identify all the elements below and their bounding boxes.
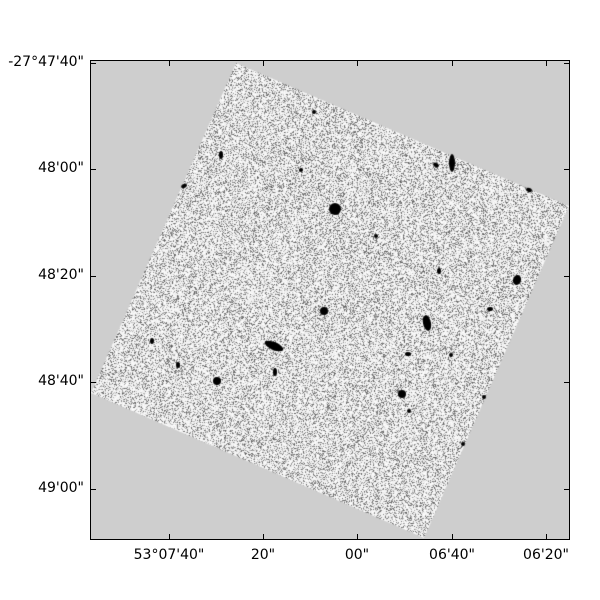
y-tick [90, 169, 96, 170]
x-tick [546, 534, 547, 540]
x-tick-label: 20" [250, 547, 276, 563]
y-tick [90, 63, 96, 64]
x-tick [546, 60, 547, 66]
y-tick [564, 169, 570, 170]
y-tick [564, 63, 570, 64]
y-tick-label: 48'00" [38, 160, 84, 176]
x-tick [452, 60, 453, 66]
x-tick [169, 534, 170, 540]
y-tick [564, 276, 570, 277]
y-tick-label: 48'40" [38, 373, 84, 389]
x-tick [452, 534, 453, 540]
y-tick [90, 276, 96, 277]
sky-image-axes [90, 60, 570, 540]
y-tick [564, 489, 570, 490]
y-tick-label: 48'20" [38, 267, 84, 283]
y-tick [90, 489, 96, 490]
x-tick-label: 06'20" [523, 547, 569, 563]
y-tick-label: 49'00" [38, 480, 84, 496]
x-tick-label: 00" [344, 547, 370, 563]
x-tick [357, 60, 358, 66]
x-tick-label: 53°07'40" [133, 547, 205, 563]
y-tick [90, 382, 96, 383]
x-tick [357, 534, 358, 540]
x-tick-label: 06'40" [429, 547, 475, 563]
x-tick [263, 60, 264, 66]
y-tick [564, 382, 570, 383]
x-tick [263, 534, 264, 540]
x-tick [169, 60, 170, 66]
sky-image [91, 61, 569, 539]
y-tick-label: -27°47'40" [8, 54, 84, 70]
